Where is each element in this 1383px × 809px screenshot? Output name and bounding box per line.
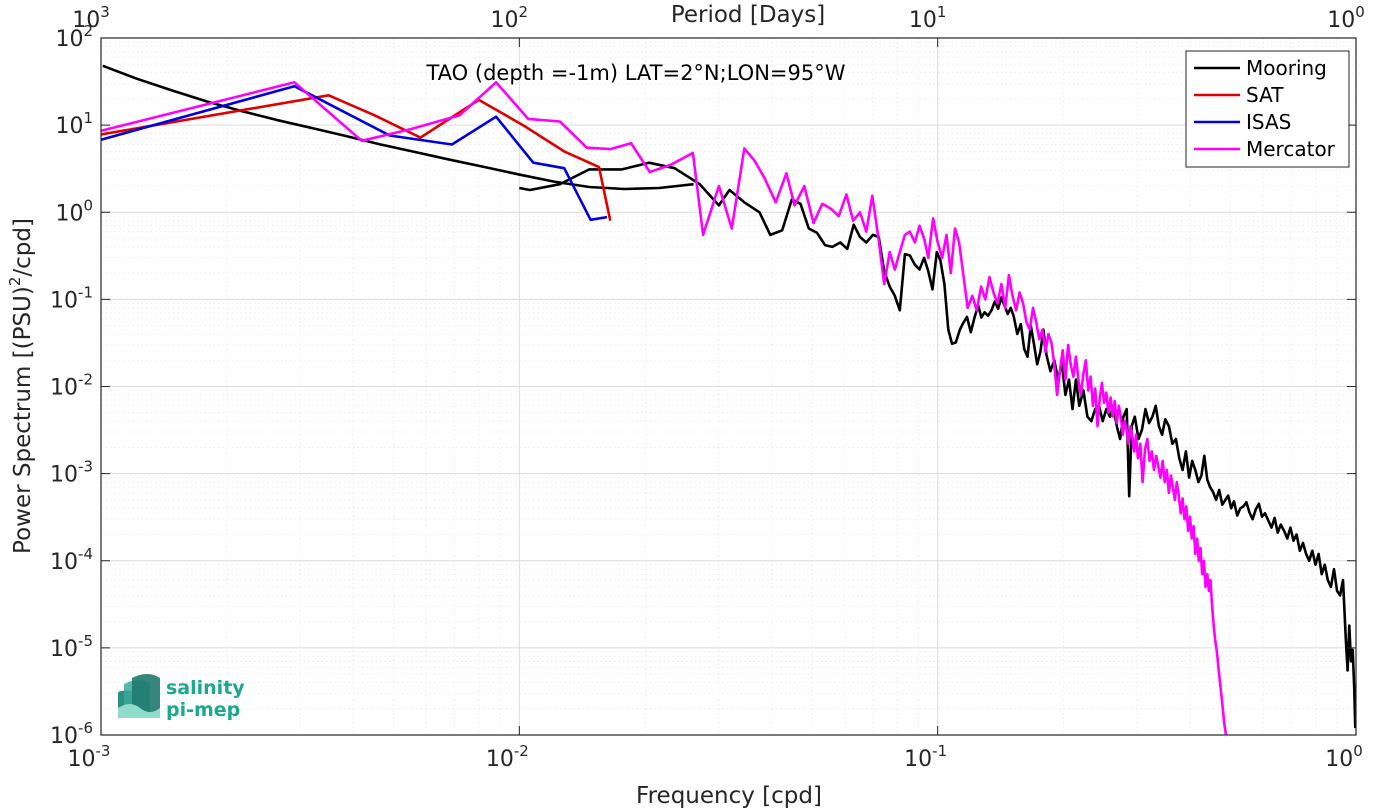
y-axis-title-sup: 2 xyxy=(6,277,24,287)
legend-label-isas: ISAS xyxy=(1246,110,1291,134)
legend-label-mercator: Mercator xyxy=(1246,137,1336,161)
legend-label-mooring: Mooring xyxy=(1246,56,1327,80)
tick-marks xyxy=(100,37,1357,736)
x-tick-label-base: 10 xyxy=(1325,747,1353,772)
y-tick-label: 101 xyxy=(55,109,93,139)
y-tick-label: 10-2 xyxy=(50,371,93,401)
y-tick-label: 10-5 xyxy=(50,632,93,662)
y-tick-label: 10-1 xyxy=(50,283,93,313)
x-tick-label-exponent: 0 xyxy=(1353,742,1363,760)
y-axis-title-main: Power Spectrum [(PSU) xyxy=(10,286,36,554)
x-tick-label-exponent: -3 xyxy=(96,742,111,760)
y-tick-label-base: 10 xyxy=(50,463,78,488)
x2-tick-label-exponent: 2 xyxy=(519,3,529,21)
y-tick-label: 10-6 xyxy=(50,719,93,749)
legend-box xyxy=(1185,50,1350,168)
x-axis-title: Frequency [cpd] xyxy=(636,783,822,809)
x2-tick-label-base: 10 xyxy=(909,8,937,33)
y-axis-title-tail: /cpd] xyxy=(10,218,36,277)
y-tick-label-base: 10 xyxy=(55,201,83,226)
x-tick-label: 10-1 xyxy=(904,742,947,772)
y-tick-label-base: 10 xyxy=(55,27,83,52)
series-layer xyxy=(101,64,1356,735)
y-tick-label-base: 10 xyxy=(50,637,78,662)
x-tick-label-base: 10 xyxy=(486,747,514,772)
y-tick-label-base: 10 xyxy=(55,114,83,139)
series-line-mercator xyxy=(101,81,1228,735)
x2-axis-title: Period [Days] xyxy=(671,2,825,28)
y-tick-label-base: 10 xyxy=(50,288,78,313)
x2-tick-label-base: 10 xyxy=(491,8,519,33)
y-tick-label-exponent: -1 xyxy=(78,283,93,301)
y-tick-label-exponent: 2 xyxy=(83,22,93,40)
y-tick-label-exponent: 1 xyxy=(83,109,93,127)
y-tick-label-exponent: -4 xyxy=(78,545,93,563)
x2-tick-label-base: 10 xyxy=(72,8,100,33)
salinity-pi-mep-logo: salinity pi-mep xyxy=(118,674,245,721)
series-line-sat xyxy=(101,94,612,221)
y-tick-label: 102 xyxy=(55,22,93,52)
x2-tick-label: 100 xyxy=(1327,3,1365,33)
y-tick-label-exponent: -2 xyxy=(78,371,93,389)
series-line-isas xyxy=(101,84,608,222)
y-tick-label: 10-4 xyxy=(50,545,93,575)
x2-tick-label-exponent: 1 xyxy=(937,3,947,21)
x-tick-label: 100 xyxy=(1325,742,1363,772)
legend-label-sat: SAT xyxy=(1246,83,1284,107)
logo-text-salinity: salinity xyxy=(166,677,245,699)
logo-text-pimep: pi-mep xyxy=(166,699,240,721)
x2-tick-label: 101 xyxy=(909,3,947,33)
y-tick-label: 10-3 xyxy=(50,458,93,488)
y-tick-label-exponent: -3 xyxy=(78,458,93,476)
y-tick-label-base: 10 xyxy=(50,550,78,575)
x-tick-label: 10-3 xyxy=(68,742,111,772)
x2-tick-label-exponent: 0 xyxy=(1355,3,1365,21)
y-tick-label: 100 xyxy=(55,196,93,226)
y-tick-label-base: 10 xyxy=(50,724,78,749)
x-tick-label-exponent: -1 xyxy=(932,742,947,760)
x2-tick-label-base: 10 xyxy=(1327,8,1355,33)
legend: Mooring SAT ISAS Mercator xyxy=(1185,50,1350,168)
y-tick-label-base: 10 xyxy=(50,376,78,401)
x2-tick-label: 102 xyxy=(491,3,529,33)
x-tick-label-base: 10 xyxy=(68,747,96,772)
x-tick-label-base: 10 xyxy=(904,747,932,772)
y-tick-label-exponent: -5 xyxy=(78,632,93,650)
y-tick-label-exponent: -6 xyxy=(78,719,93,737)
x2-tick-label-exponent: 3 xyxy=(100,3,110,21)
x2-tick-label: 103 xyxy=(72,3,110,33)
x-tick-label-exponent: -2 xyxy=(514,742,529,760)
chart-title: TAO (depth =-1m) LAT=2°N;LON=95°W xyxy=(425,61,845,85)
grid xyxy=(100,38,1356,736)
y-tick-label-exponent: 0 xyxy=(83,196,93,214)
y-axis-title: Power Spectrum [(PSU)2/cpd] xyxy=(6,218,36,554)
x-tick-label: 10-2 xyxy=(486,742,529,772)
